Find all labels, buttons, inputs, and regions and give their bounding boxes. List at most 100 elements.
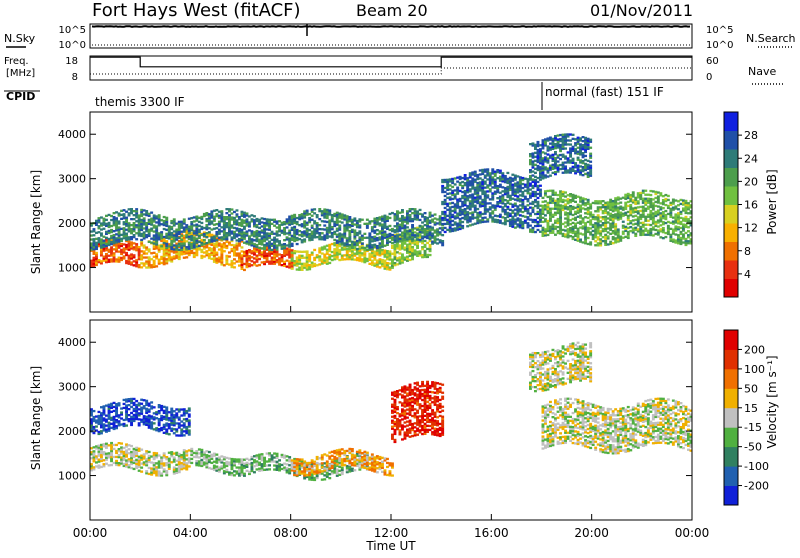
power-cell xyxy=(381,265,384,267)
power-cell xyxy=(348,258,351,260)
power-cell xyxy=(687,220,690,222)
power-cell xyxy=(145,228,148,230)
power-cell xyxy=(614,197,617,199)
power-cell xyxy=(652,234,655,236)
power-cell xyxy=(584,141,587,143)
power-cell xyxy=(534,205,537,207)
freq-tick-bottom: 8 xyxy=(72,72,78,83)
power-cell xyxy=(496,171,499,173)
power-cell xyxy=(353,243,356,245)
power-cell xyxy=(323,236,326,238)
power-cell xyxy=(506,216,509,218)
power-cell xyxy=(155,221,158,223)
power-cell xyxy=(386,240,389,242)
power-cell xyxy=(414,241,417,243)
power-cell xyxy=(356,257,359,259)
power-cell xyxy=(180,235,183,237)
power-cell xyxy=(263,218,266,220)
power-cell xyxy=(170,258,173,260)
power-cell xyxy=(629,230,632,232)
power-cell xyxy=(148,241,151,243)
power-cell xyxy=(220,259,223,261)
power-cell xyxy=(138,256,141,258)
power-cell xyxy=(476,186,479,188)
power-cell xyxy=(647,206,650,208)
power-cell xyxy=(632,201,635,203)
power-cell xyxy=(622,225,625,227)
power-cell xyxy=(190,232,193,234)
power-cell xyxy=(552,148,555,150)
power-cell xyxy=(379,246,382,248)
power-ytick-label: 3000 xyxy=(58,173,86,186)
power-cell xyxy=(371,244,374,246)
power-cell xyxy=(343,226,346,228)
power-cell xyxy=(614,215,617,217)
power-cell xyxy=(542,177,545,179)
power-cell xyxy=(343,230,346,232)
velocity-cell xyxy=(241,462,244,464)
power-cell xyxy=(604,204,607,206)
power-cell xyxy=(577,232,580,234)
power-cell xyxy=(379,218,382,220)
power-cell xyxy=(389,256,392,258)
power-cell xyxy=(657,231,660,233)
velocity-cell xyxy=(120,458,123,460)
power-cell xyxy=(155,257,158,259)
velocity-cell xyxy=(130,455,133,457)
power-cell xyxy=(253,215,256,217)
power-cell xyxy=(333,213,336,215)
power-cell xyxy=(233,244,236,246)
power-cell xyxy=(589,203,592,205)
power-cell xyxy=(639,206,642,208)
power-cell xyxy=(266,253,269,255)
power-cell xyxy=(486,196,489,198)
power-cell xyxy=(544,234,547,236)
power-cell xyxy=(564,139,567,141)
velocity-cell xyxy=(203,453,206,455)
power-cell xyxy=(687,208,690,210)
power-cell xyxy=(552,228,555,230)
power-cell xyxy=(409,238,412,240)
power-cell xyxy=(220,247,223,249)
power-cell xyxy=(338,213,341,215)
power-cell xyxy=(564,155,567,157)
power-cell xyxy=(639,194,642,196)
power-cell xyxy=(281,246,284,248)
power-cell xyxy=(98,225,101,227)
velocity-cell xyxy=(238,462,241,464)
power-cell xyxy=(346,252,349,254)
power-cell xyxy=(326,227,329,229)
power-cell xyxy=(178,258,181,260)
power-cell xyxy=(504,177,507,179)
power-cell xyxy=(579,199,582,201)
power-cell xyxy=(509,189,512,191)
power-cell xyxy=(318,238,321,240)
power-cell xyxy=(499,170,502,172)
power-cell xyxy=(160,223,163,225)
power-cell xyxy=(100,240,103,242)
velocity-cell xyxy=(241,468,244,470)
power-cell xyxy=(113,222,116,224)
power-cell xyxy=(225,222,228,224)
power-cell xyxy=(318,255,321,257)
power-cell xyxy=(577,228,580,230)
power-cell xyxy=(246,232,249,234)
power-cell xyxy=(105,237,108,239)
velocity-cell xyxy=(158,460,161,462)
power-cell xyxy=(123,233,126,235)
power-cell xyxy=(614,223,617,225)
power-cell xyxy=(562,164,565,166)
power-cell xyxy=(93,261,96,263)
velocity-cell xyxy=(100,450,103,452)
power-cell xyxy=(499,178,502,180)
power-cell xyxy=(248,251,251,253)
power-cell xyxy=(238,260,241,262)
power-cell xyxy=(205,232,208,234)
power-cell xyxy=(113,236,116,238)
power-cell xyxy=(519,190,522,192)
power-cell xyxy=(612,218,615,220)
velocity-cell xyxy=(220,461,223,463)
power-cell xyxy=(564,199,567,201)
power-cell xyxy=(685,226,688,228)
power-cell xyxy=(399,260,402,262)
